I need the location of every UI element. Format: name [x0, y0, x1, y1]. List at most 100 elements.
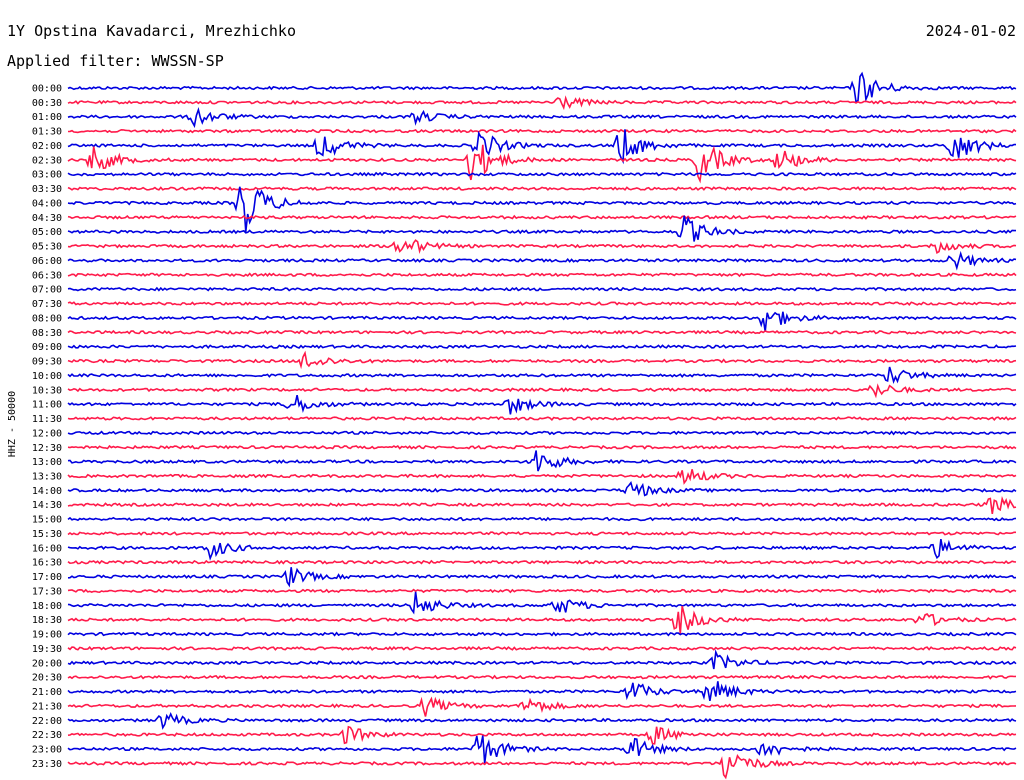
trace-line: [67, 344, 1017, 350]
tick-label: 02:30: [32, 155, 62, 166]
trace-line: [67, 171, 1017, 177]
tick-label: 19:30: [32, 644, 62, 655]
tick-label: 09:30: [32, 357, 62, 368]
trace-line: [67, 725, 1017, 745]
trace-line: [67, 735, 1017, 764]
tick-label: 10:30: [32, 385, 62, 396]
trace-line: [67, 645, 1017, 651]
trace-line: [67, 186, 1017, 232]
tick-label: 11:00: [32, 400, 62, 411]
trace-line: [67, 754, 1017, 780]
tick-label: 16:00: [32, 543, 62, 554]
trace-line: [67, 416, 1017, 421]
trace-line: [67, 444, 1017, 450]
trace-line: [67, 711, 1017, 730]
tick-label: 09:00: [32, 342, 62, 353]
tick-label: 06:30: [32, 270, 62, 281]
trace-line: [67, 430, 1017, 436]
trace-line: [67, 286, 1017, 292]
tick-label: 03:30: [32, 184, 62, 195]
tick-label: 00:30: [32, 98, 62, 109]
tick-label: 01:30: [32, 127, 62, 138]
tick-label: 07:30: [32, 299, 62, 310]
trace-line: [67, 250, 1017, 271]
tick-label: 13:30: [32, 472, 62, 483]
tick-label: 00:00: [32, 84, 62, 95]
trace-line: [67, 481, 1017, 497]
trace-line: [67, 605, 1017, 634]
tick-label: 14:30: [32, 500, 62, 511]
trace-line: [67, 567, 1017, 588]
trace-line: [67, 559, 1017, 565]
tick-label: 18:00: [32, 601, 62, 612]
trace-line: [67, 631, 1017, 637]
trace-line: [67, 674, 1017, 680]
trace-line: [67, 450, 1017, 472]
tick-label: 21:30: [32, 701, 62, 712]
trace-line: [67, 588, 1017, 594]
trace-line: [67, 311, 1017, 332]
tick-label: 20:30: [32, 673, 62, 684]
trace-line: [67, 383, 1017, 399]
trace-line: [67, 95, 1017, 111]
tick-label-group: 00:00 00:30 01:00 01:30 02:00 02:30 03:00 03:30…: [32, 84, 62, 770]
tick-label: 15:30: [32, 529, 62, 540]
tick-label: 12:00: [32, 428, 62, 439]
filter-label: Applied filter: WWSSN-SP: [7, 52, 224, 70]
trace-line: [67, 214, 1017, 220]
tick-label: 18:30: [32, 615, 62, 626]
tick-label: 01:00: [32, 112, 62, 123]
tick-label: 12:30: [32, 443, 62, 454]
tick-label: 21:00: [32, 687, 62, 698]
trace-line: [67, 272, 1017, 278]
tick-label: 19:00: [32, 630, 62, 641]
trace-line: [67, 350, 1017, 370]
tick-label: 05:30: [32, 242, 62, 253]
tick-label: 10:00: [32, 371, 62, 382]
tick-label: 05:00: [32, 227, 62, 238]
tick-label: 16:30: [32, 558, 62, 569]
tick-label: 02:00: [32, 141, 62, 152]
trace-line: [67, 301, 1017, 306]
tick-label: 17:00: [32, 572, 62, 583]
trace-line: [67, 144, 1017, 184]
trace-line: [67, 329, 1017, 335]
trace-line: [67, 591, 1017, 615]
trace-line: [67, 469, 1017, 485]
plot-date: 2024-01-02: [926, 22, 1016, 40]
tick-label: 15:00: [32, 515, 62, 526]
trace-line: [67, 538, 1017, 561]
tick-label: 03:00: [32, 170, 62, 181]
trace-line: [67, 696, 1017, 717]
trace-line: [67, 129, 1017, 165]
tick-label: 17:30: [32, 587, 62, 598]
trace-line: [67, 366, 1017, 385]
tick-label: 07:00: [32, 285, 62, 296]
station-title: 1Y Opstina Kavadarci, Mrezhichko: [7, 22, 296, 40]
tick-label: 08:00: [32, 313, 62, 324]
trace-line: [67, 681, 1017, 702]
y-axis-label: HHZ - 50000: [7, 391, 18, 457]
trace-line: [67, 516, 1017, 522]
tick-label: 13:00: [32, 457, 62, 468]
tick-label: 14:00: [32, 486, 62, 497]
tick-label: 04:30: [32, 213, 62, 224]
trace-line: [67, 531, 1016, 536]
trace-line: [67, 239, 1017, 255]
tick-label: 23:00: [32, 745, 62, 756]
tick-label: 08:30: [32, 328, 62, 339]
tick-label: 04:00: [32, 199, 62, 210]
tick-label: 06:00: [32, 256, 62, 267]
tick-label: 11:30: [32, 414, 62, 425]
trace-line: [67, 107, 1017, 129]
tick-label: 22:30: [32, 730, 62, 741]
trace-line: [67, 495, 1017, 515]
tick-label: 20:00: [32, 658, 62, 669]
trace-line: [67, 215, 1016, 242]
tick-label: 22:00: [32, 716, 62, 727]
trace-line: [67, 186, 1017, 192]
trace-line: [67, 71, 1017, 104]
trace-group: [67, 71, 1017, 780]
trace-line: [67, 395, 1017, 415]
